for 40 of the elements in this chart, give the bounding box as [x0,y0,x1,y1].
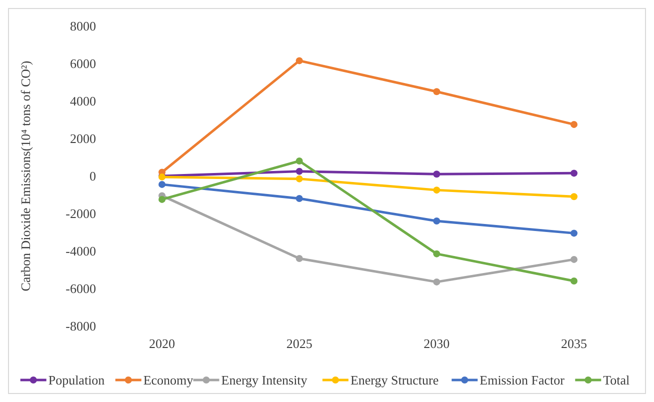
x-tick-label: 2035 [561,336,587,351]
point [570,278,578,284]
y-tick-label: 6000 [70,56,96,72]
y-tick-label: -8000 [66,318,96,334]
legend-label: Energy Structure [350,372,439,388]
point [433,218,440,224]
legend-label: Energy Intensity [221,372,308,388]
point [433,170,440,178]
point [433,278,440,286]
legend-label: Total [603,372,630,388]
point [296,158,303,164]
point [433,186,440,194]
y-tick-label: 4000 [70,94,96,109]
legend-label: Economy [143,372,194,388]
legend-label: Emission Factor [480,372,566,388]
point [296,168,303,175]
point [158,196,166,203]
y-tick-label: -2000 [66,206,96,222]
y-tick-label: 0 [90,168,96,184]
point [158,180,166,188]
point [433,88,440,96]
point [570,170,578,177]
x-tick-label: 2030 [424,336,450,351]
point [296,57,303,64]
point [570,120,578,128]
x-tick-label: 2020 [149,336,175,351]
y-tick-label: -4000 [66,244,96,259]
point [296,255,303,262]
y-tick-label: 8000 [70,18,96,34]
x-tick-label: 2025 [286,336,312,351]
point [296,195,303,202]
point [433,250,440,258]
point [570,256,578,263]
point [570,193,578,200]
y-axis-title: Carbon Dioxide Emissions(10⁴ tons of CO²) [18,60,33,292]
legend-label: Population [48,372,106,388]
point [570,230,578,237]
y-tick-label: -6000 [66,281,96,296]
point [296,175,303,182]
y-tick-label: 2000 [70,131,96,146]
